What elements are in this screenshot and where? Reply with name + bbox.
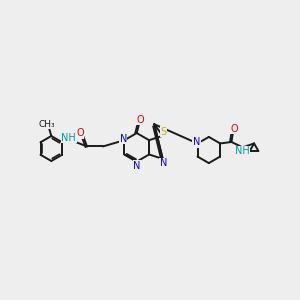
Text: N: N xyxy=(193,137,200,147)
Text: O: O xyxy=(136,115,144,125)
Text: O: O xyxy=(76,128,84,138)
Text: N: N xyxy=(119,134,127,144)
Text: NH: NH xyxy=(61,133,76,143)
Text: NH: NH xyxy=(235,146,250,157)
Text: N: N xyxy=(133,161,140,171)
Text: CH₃: CH₃ xyxy=(38,120,55,129)
Text: N: N xyxy=(160,158,167,168)
Text: O: O xyxy=(231,124,238,134)
Text: S: S xyxy=(161,127,167,136)
